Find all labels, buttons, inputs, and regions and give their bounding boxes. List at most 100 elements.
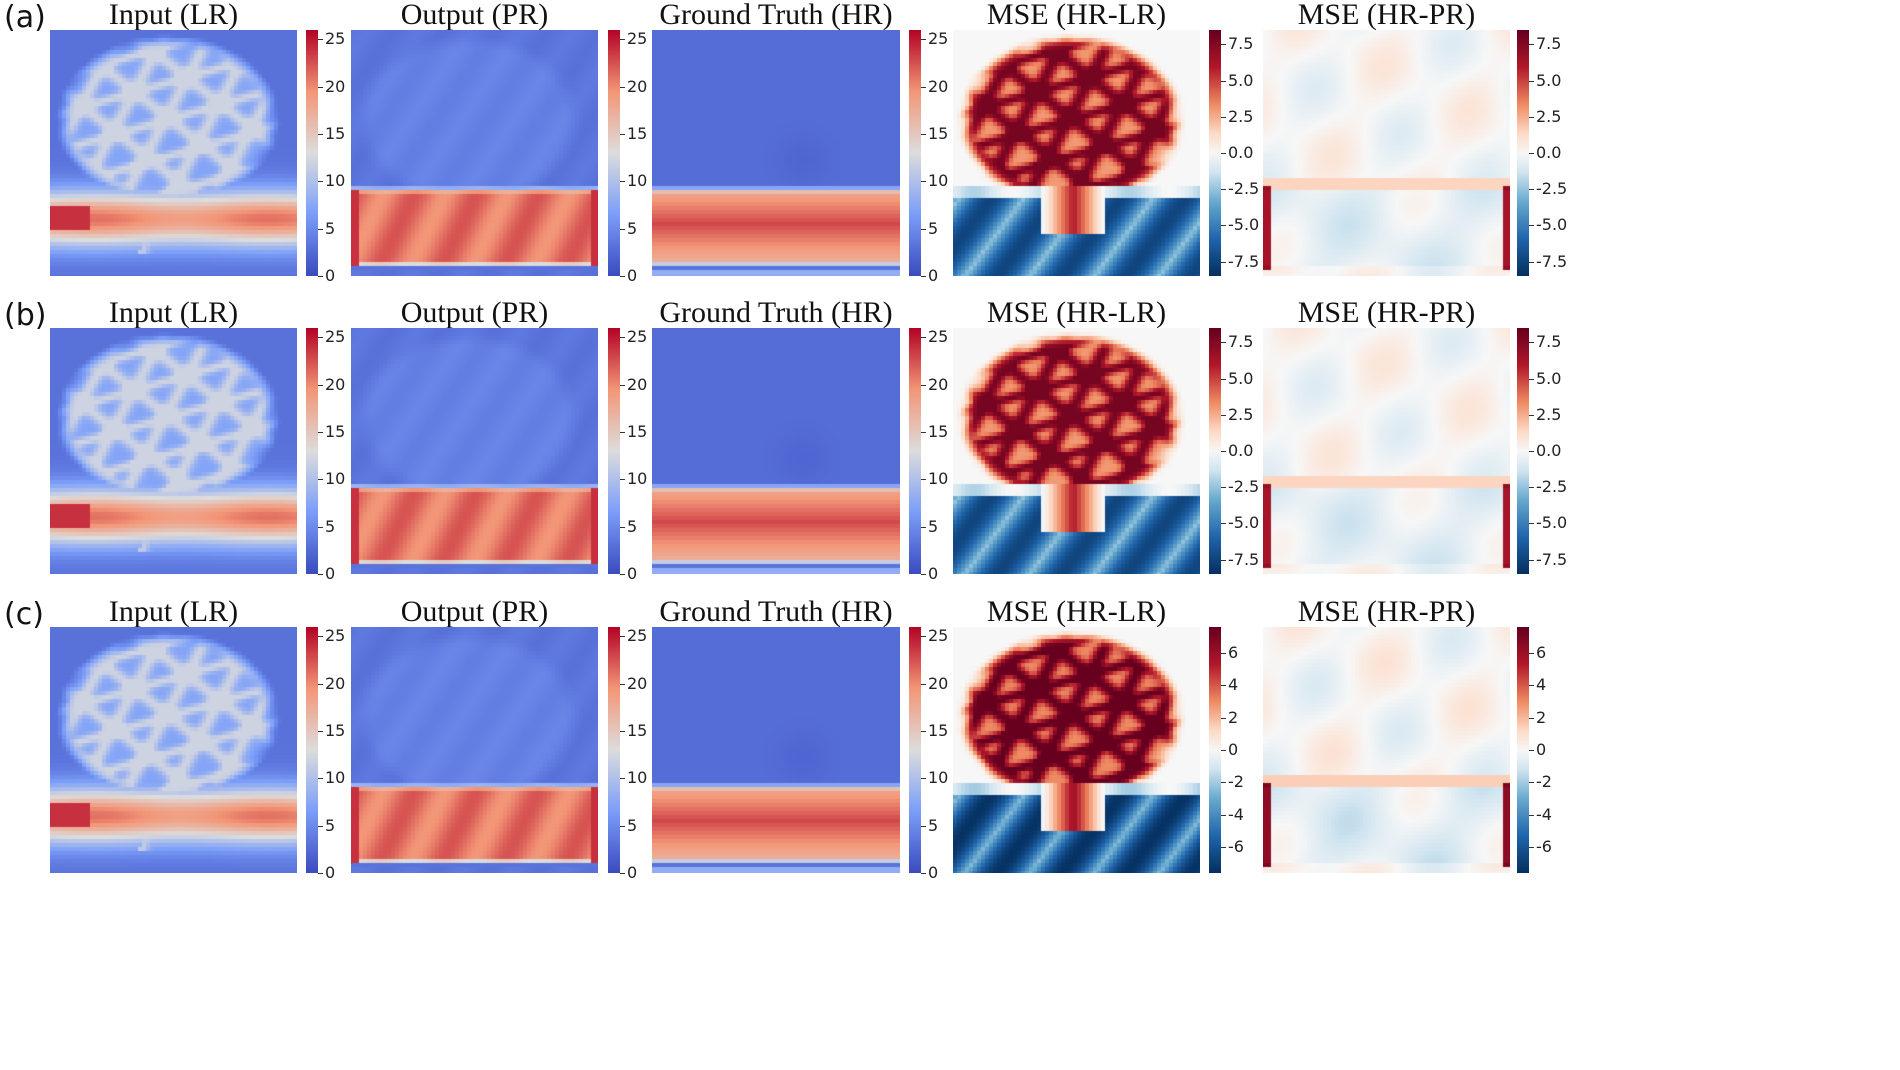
colorbar-tick-mark xyxy=(318,825,323,827)
colorbar-tick-label: 5 xyxy=(627,218,638,238)
colorbar-tick-mark xyxy=(921,432,926,434)
colorbar-tick-mark xyxy=(921,574,926,575)
colorbar-tick-mark xyxy=(620,636,625,638)
colorbar-tick-mark xyxy=(318,134,323,136)
heatmap-panel xyxy=(1263,328,1510,574)
colorbar-tick-mark xyxy=(1221,685,1226,687)
row-label: (c) xyxy=(4,597,44,632)
colorbar-tick-mark xyxy=(1529,814,1534,816)
colorbar-tick-mark xyxy=(620,574,625,575)
colorbar xyxy=(909,30,921,276)
colorbar-tick-label: -2.5 xyxy=(1228,179,1260,199)
colorbar-tick-mark xyxy=(921,778,926,780)
colorbar-tick-mark xyxy=(318,276,323,277)
colorbar-tick-label: 0.0 xyxy=(1228,441,1254,460)
colorbar-tick-mark xyxy=(921,825,926,827)
heatmap-panel xyxy=(1263,30,1510,276)
colorbar-tick-mark xyxy=(1221,153,1226,154)
panel-title: Output (PR) xyxy=(400,296,549,329)
colorbar-tick-mark xyxy=(620,134,625,136)
colorbar-tick-mark xyxy=(921,526,926,528)
colorbar-tick-label: 15 xyxy=(627,124,648,144)
colorbar-tick-label: 0 xyxy=(325,564,336,583)
colorbar-tick-label: 15 xyxy=(627,422,648,442)
colorbar-tick-mark xyxy=(1221,80,1226,82)
panel-title: MSE (HR-LR) xyxy=(986,595,1167,628)
colorbar-tick-label: -6 xyxy=(1228,837,1244,857)
colorbar-tick-mark xyxy=(620,731,625,733)
colorbar-tick-mark xyxy=(620,337,625,339)
colorbar-tick-label: 25 xyxy=(325,626,346,646)
colorbar-tick-mark xyxy=(1529,782,1534,784)
colorbar-tick-label: -5.0 xyxy=(1228,215,1260,235)
colorbar-tick-mark xyxy=(620,86,625,88)
colorbar-tick-label: 10 xyxy=(627,469,648,489)
colorbar-tick-label: 5.0 xyxy=(1536,70,1562,90)
panel-title: Input (LR) xyxy=(108,296,239,329)
colorbar-tick-mark xyxy=(318,384,323,386)
colorbar-tick-mark xyxy=(318,337,323,339)
colorbar-tick-label: 4 xyxy=(1536,675,1547,695)
colorbar-tick-label: 0 xyxy=(1536,740,1547,759)
colorbar-tick-mark xyxy=(318,181,323,183)
colorbar-tick-label: 10 xyxy=(627,768,648,788)
colorbar-tick-mark xyxy=(1529,378,1534,380)
colorbar-tick-mark xyxy=(318,526,323,528)
colorbar-tick-mark xyxy=(921,683,926,685)
heatmap-panel xyxy=(652,328,900,574)
colorbar xyxy=(1209,30,1221,276)
heatmap-panel xyxy=(953,30,1200,276)
colorbar-tick-label: 5.0 xyxy=(1536,368,1562,388)
colorbar-tick-label: 25 xyxy=(627,626,648,646)
colorbar-tick-mark xyxy=(318,873,323,874)
colorbar-tick-label: -7.5 xyxy=(1228,251,1260,271)
panel-title: Input (LR) xyxy=(108,0,239,31)
colorbar-tick-label: 5 xyxy=(627,516,638,536)
colorbar-tick-label: 0 xyxy=(627,266,638,285)
colorbar-tick-label: 0 xyxy=(928,266,939,285)
heatmap-panel xyxy=(351,627,598,873)
colorbar-tick-mark xyxy=(1221,782,1226,784)
colorbar-tick-label: 5.0 xyxy=(1228,368,1254,388)
colorbar-tick-mark xyxy=(921,228,926,230)
colorbar-tick-mark xyxy=(921,86,926,88)
colorbar-tick-label: 2.5 xyxy=(1228,106,1254,126)
colorbar-tick-mark xyxy=(1221,652,1226,654)
colorbar-tick-mark xyxy=(1221,487,1226,489)
colorbar-tick-mark xyxy=(1529,342,1534,344)
colorbar-tick-label: -4 xyxy=(1228,804,1244,824)
heatmap-panel xyxy=(1263,627,1510,873)
colorbar-tick-mark xyxy=(1221,847,1226,849)
colorbar-tick-label: 5.0 xyxy=(1228,70,1254,90)
colorbar-tick-label: 5 xyxy=(928,516,939,536)
colorbar-tick-label: 25 xyxy=(627,29,648,49)
colorbar-tick-label: 20 xyxy=(928,374,949,394)
colorbar-tick-mark xyxy=(921,479,926,481)
colorbar-tick-mark xyxy=(1221,414,1226,416)
colorbar-tick-label: 20 xyxy=(627,673,648,693)
colorbar-tick-mark xyxy=(620,276,625,277)
panel-title: MSE (HR-PR) xyxy=(1297,296,1476,329)
colorbar-tick-label: 0 xyxy=(928,863,939,882)
colorbar-tick-label: 0.0 xyxy=(1228,143,1254,162)
colorbar xyxy=(909,627,921,873)
colorbar-tick-mark xyxy=(318,574,323,575)
heatmap-panel xyxy=(652,627,900,873)
colorbar-tick-label: 2 xyxy=(1536,707,1547,727)
panel-title: Output (PR) xyxy=(400,0,549,31)
colorbar-tick-mark xyxy=(1221,559,1226,561)
colorbar xyxy=(306,30,318,276)
colorbar-tick-mark xyxy=(1221,225,1226,227)
colorbar-tick-mark xyxy=(620,39,625,41)
colorbar-tick-mark xyxy=(1529,44,1534,46)
colorbar-tick-label: 20 xyxy=(325,76,346,96)
colorbar-tick-label: 25 xyxy=(325,29,346,49)
colorbar-tick-label: 7.5 xyxy=(1536,332,1562,352)
colorbar-tick-label: 0.0 xyxy=(1536,143,1562,162)
colorbar-tick-label: -7.5 xyxy=(1536,251,1568,271)
colorbar xyxy=(1517,627,1529,873)
colorbar-tick-label: 0.0 xyxy=(1536,441,1562,460)
panel-title: Ground Truth (HR) xyxy=(659,0,893,31)
colorbar-tick-label: -5.0 xyxy=(1536,513,1568,533)
